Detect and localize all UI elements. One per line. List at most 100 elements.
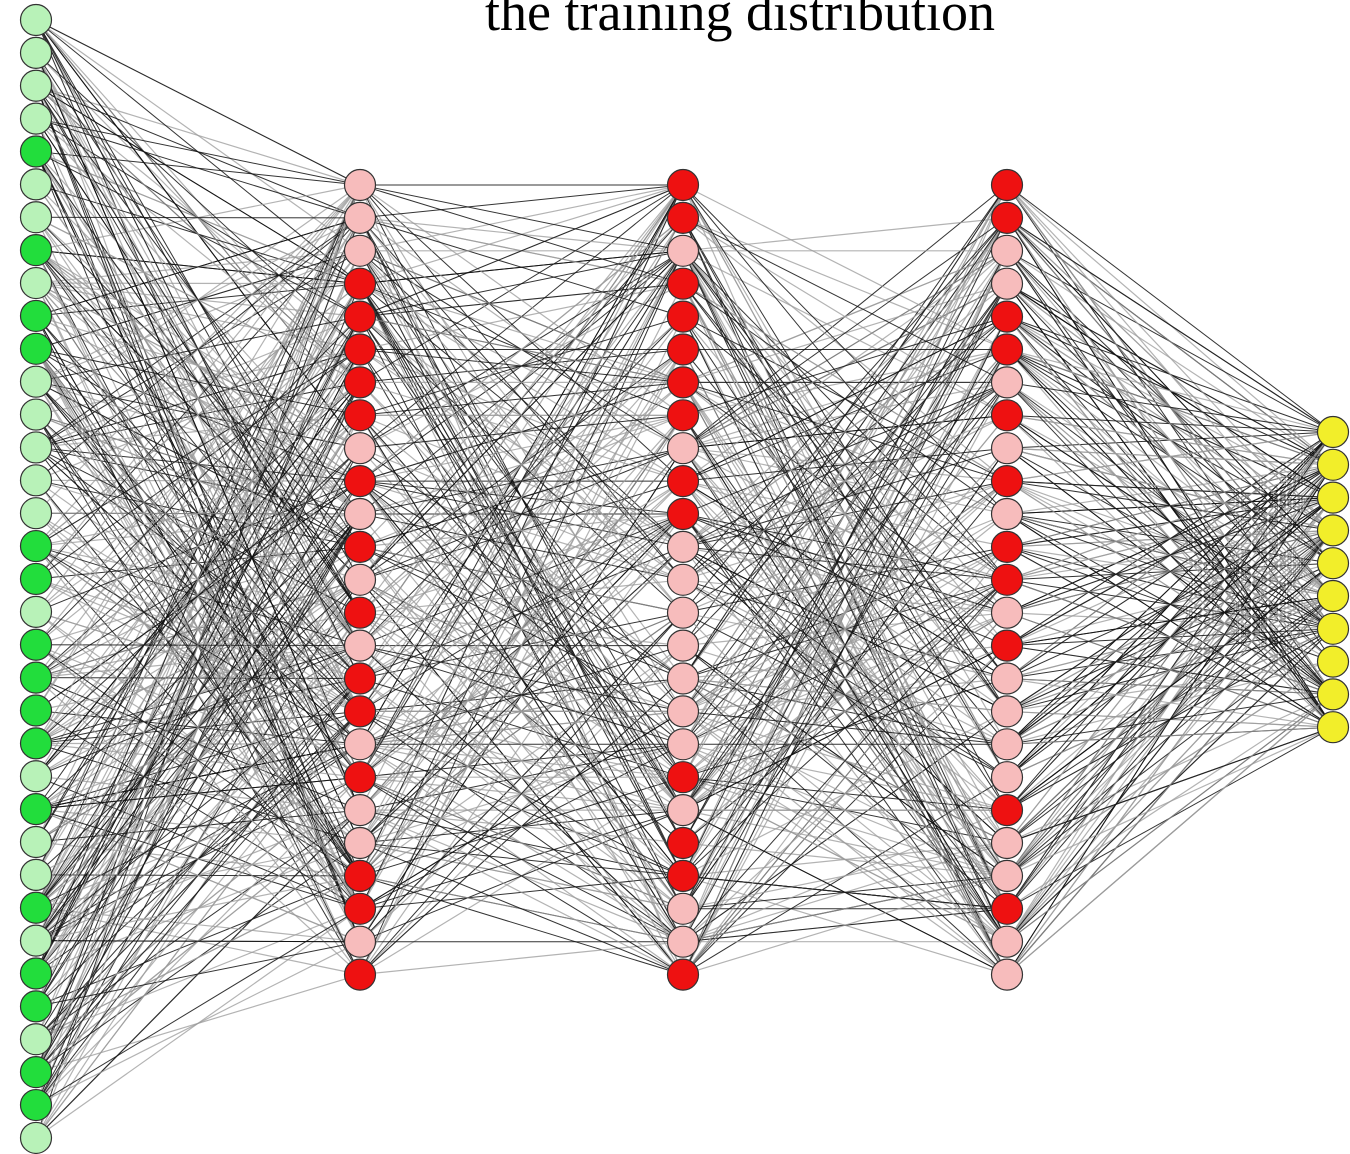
edge — [359, 842, 684, 877]
neuron — [19, 793, 53, 826]
edge — [359, 250, 684, 778]
edge — [35, 447, 361, 744]
edge — [682, 612, 1008, 778]
edge — [359, 513, 684, 548]
neuron — [19, 1056, 53, 1089]
edge — [682, 480, 1008, 745]
neuron — [1316, 711, 1350, 744]
edge — [35, 217, 361, 711]
neuron — [19, 1121, 53, 1154]
edge — [35, 808, 361, 943]
neuron — [19, 727, 53, 760]
neuron — [1316, 514, 1350, 547]
edge — [359, 381, 684, 482]
neuron — [666, 793, 700, 827]
edge — [682, 579, 1008, 943]
neuron — [990, 497, 1024, 531]
edge — [35, 85, 361, 285]
neuron — [666, 629, 700, 662]
edge — [35, 348, 361, 778]
edge — [359, 743, 684, 778]
neuron — [990, 695, 1024, 728]
neuron — [990, 793, 1024, 827]
edge — [682, 809, 1008, 943]
edge — [682, 645, 1008, 778]
neuron — [343, 629, 377, 662]
neuron — [990, 333, 1024, 366]
neuron — [343, 925, 377, 958]
edge — [1006, 529, 1334, 811]
neuron — [990, 892, 1024, 925]
neuron — [19, 464, 53, 497]
edge — [1006, 184, 1334, 531]
edge — [359, 349, 684, 581]
edge — [1006, 595, 1334, 975]
neuron — [343, 267, 377, 300]
neuron — [666, 728, 700, 761]
edge — [359, 217, 684, 482]
neuron — [343, 662, 377, 695]
edge — [1006, 381, 1334, 433]
edge — [35, 940, 361, 943]
neuron — [19, 36, 53, 69]
edge — [35, 151, 361, 515]
neuron — [1316, 579, 1350, 613]
edge — [682, 283, 1008, 910]
edge — [682, 645, 1008, 680]
neuron — [990, 859, 1024, 893]
edge — [359, 217, 684, 449]
edge — [682, 875, 1008, 943]
neuron — [343, 793, 377, 827]
neuron — [19, 102, 53, 135]
edge — [359, 217, 684, 778]
neuron — [990, 366, 1024, 399]
edge — [35, 19, 361, 679]
neuron — [1316, 448, 1350, 481]
neuron — [666, 201, 700, 234]
edge — [35, 941, 361, 1007]
edge — [682, 710, 1008, 943]
edge — [35, 382, 361, 1106]
neuron — [19, 266, 53, 300]
neuron — [19, 365, 53, 398]
edge — [35, 414, 361, 679]
edge — [359, 776, 684, 910]
neuron — [990, 267, 1024, 300]
neuron — [666, 662, 700, 695]
neuron — [19, 891, 53, 924]
neuron — [990, 530, 1024, 564]
neuron — [343, 201, 377, 234]
edge — [359, 414, 684, 482]
edge — [359, 546, 684, 943]
edge — [1006, 464, 1334, 975]
edge — [682, 480, 1008, 581]
neuron — [990, 728, 1024, 761]
neuron — [666, 234, 700, 267]
edge — [1006, 217, 1334, 433]
neuron — [666, 563, 700, 596]
neuron — [19, 661, 53, 694]
edge — [1006, 579, 1334, 695]
neuron — [666, 761, 700, 794]
neuron — [666, 366, 700, 399]
edge — [682, 546, 1008, 811]
edge — [1006, 250, 1334, 728]
neuron — [343, 300, 377, 333]
neuron — [19, 628, 53, 661]
edge — [35, 941, 361, 1106]
edge — [35, 447, 361, 877]
edges — [35, 19, 1334, 1139]
edge — [682, 217, 1008, 383]
edge — [359, 941, 684, 976]
edge — [359, 513, 684, 811]
neuron — [990, 629, 1024, 662]
edge — [682, 349, 1008, 811]
neuron — [19, 135, 53, 168]
edge — [359, 678, 684, 943]
edge — [35, 348, 361, 910]
edge — [359, 579, 684, 614]
edge — [1006, 431, 1334, 482]
neuron — [19, 234, 53, 267]
edge — [682, 414, 1008, 548]
edge — [1006, 348, 1334, 433]
